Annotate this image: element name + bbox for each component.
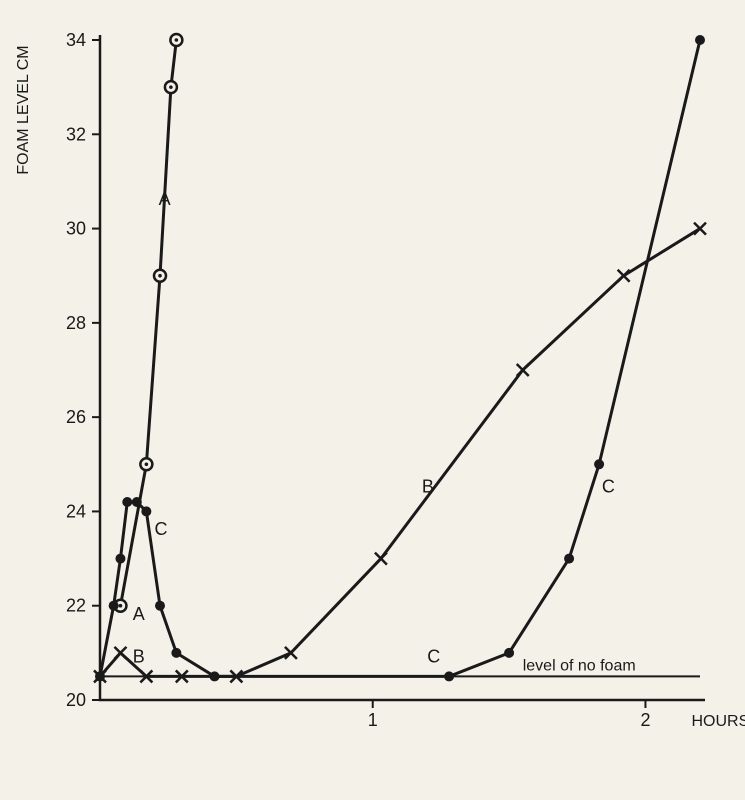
svg-text:22: 22 xyxy=(66,596,86,616)
svg-text:level of no foam: level of no foam xyxy=(523,657,636,674)
svg-text:30: 30 xyxy=(66,219,86,239)
svg-text:B: B xyxy=(422,477,434,497)
svg-text:HOURS: HOURS xyxy=(691,713,745,730)
svg-text:26: 26 xyxy=(66,407,86,427)
svg-text:B: B xyxy=(133,646,145,666)
svg-text:20: 20 xyxy=(66,690,86,710)
chart-svg: 20 22 24 26 28 30 32 34 1 2 FOAM LEVEL CM HOURS leve… xyxy=(0,0,745,800)
svg-text:28: 28 xyxy=(66,313,86,333)
svg-text:C: C xyxy=(427,646,440,666)
svg-text:1: 1 xyxy=(368,710,378,730)
svg-text:34: 34 xyxy=(66,30,86,50)
svg-text:2: 2 xyxy=(640,710,650,730)
svg-text:A: A xyxy=(133,604,145,624)
foam-level-chart: 20 22 24 26 28 30 32 34 1 2 FOAM LEVEL CM HOURS leve… xyxy=(0,0,745,800)
svg-text:C: C xyxy=(155,519,168,539)
svg-text:A: A xyxy=(159,189,171,209)
svg-text:FOAM LEVEL CM: FOAM LEVEL CM xyxy=(15,45,32,174)
svg-text:32: 32 xyxy=(66,124,86,144)
svg-text:24: 24 xyxy=(66,501,86,521)
svg-text:C: C xyxy=(602,477,615,497)
